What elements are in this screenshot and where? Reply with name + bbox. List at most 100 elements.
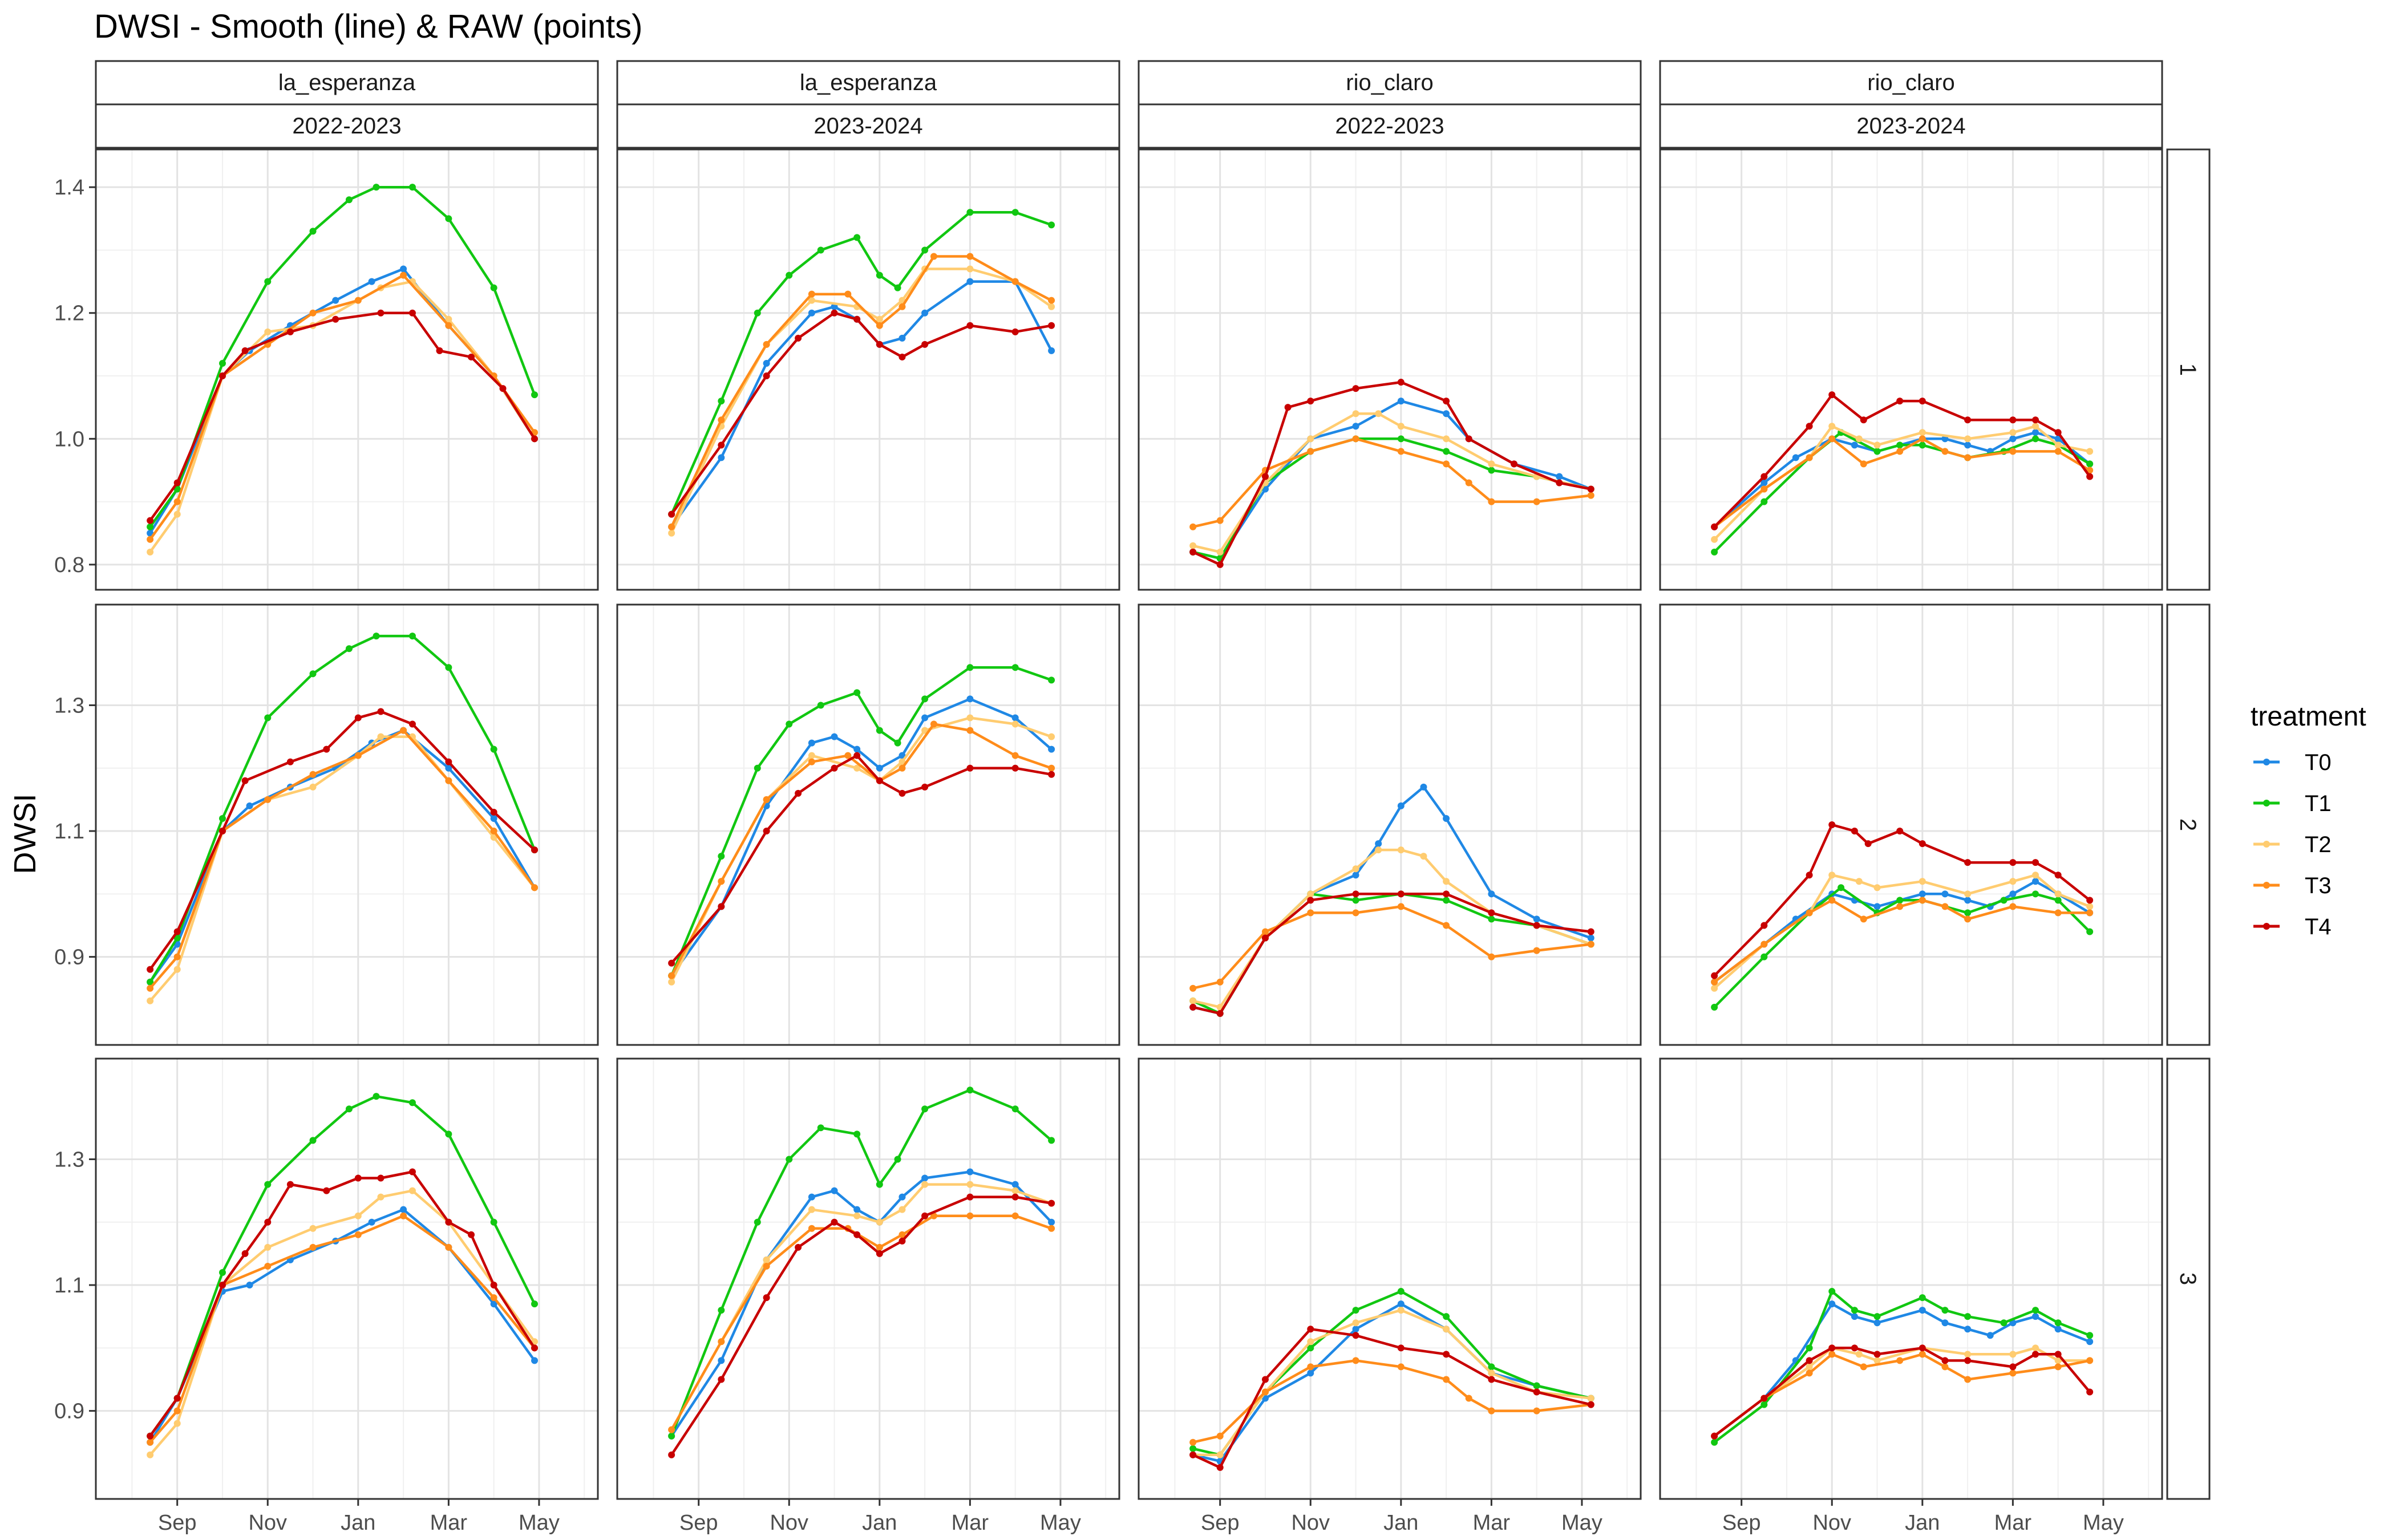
- x-tick-label: Sep: [158, 1511, 197, 1535]
- data-point: [921, 714, 929, 722]
- facet-panel: [616, 148, 1120, 591]
- data-point: [1760, 1395, 1768, 1402]
- data-point: [808, 297, 815, 304]
- series-line: [148, 729, 536, 990]
- x-tick-label: Mar: [952, 1511, 989, 1535]
- data-point: [1828, 423, 1836, 430]
- data-point: [1189, 548, 1197, 556]
- data-point: [1941, 1307, 1949, 1314]
- data-point: [1307, 398, 1314, 405]
- data-point: [898, 789, 906, 797]
- data-point: [1864, 840, 1872, 848]
- data-point: [894, 1156, 901, 1163]
- data-point: [853, 1231, 861, 1238]
- data-point: [1792, 454, 1799, 461]
- data-point: [2086, 903, 2094, 910]
- data-point: [853, 689, 861, 696]
- data-point: [1352, 1357, 1359, 1364]
- data-point: [147, 517, 154, 524]
- data-point: [2032, 1313, 2039, 1320]
- series-line: [670, 754, 1053, 964]
- legend-label: T2: [2305, 832, 2332, 857]
- data-point: [1011, 664, 1019, 671]
- panel-background: [96, 605, 598, 1045]
- facet-strip-row: [2166, 148, 2211, 591]
- data-point: [408, 309, 416, 317]
- data-point: [1352, 909, 1359, 917]
- data-point: [173, 966, 181, 973]
- data-point: [1711, 1432, 1718, 1440]
- data-point: [718, 454, 725, 461]
- data-point: [377, 733, 385, 740]
- data-point: [436, 347, 443, 354]
- data-point: [898, 1237, 906, 1245]
- data-point: [1488, 467, 1495, 474]
- data-point: [1941, 448, 1949, 455]
- data-point: [1397, 846, 1405, 854]
- data-point: [1896, 897, 1904, 904]
- facet-panel: 0.9 1.1 1.3: [54, 603, 599, 1046]
- data-point: [763, 341, 770, 348]
- data-point: [1307, 1363, 1314, 1371]
- series-T1: [1711, 1288, 2094, 1446]
- series-T1: [668, 1087, 1055, 1440]
- data-point: [1189, 1451, 1197, 1458]
- data-point: [1896, 828, 1904, 835]
- data-point: [1587, 485, 1594, 493]
- legend-item-T0: T0: [2253, 750, 2332, 775]
- data-point: [1587, 1395, 1594, 1402]
- data-point: [966, 664, 974, 671]
- data-point: [921, 341, 929, 348]
- x-tick-label: May: [1561, 1511, 1602, 1535]
- series-line: [148, 710, 536, 971]
- data-point: [921, 1105, 929, 1113]
- data-point: [2054, 897, 2062, 904]
- data-point: [921, 309, 929, 317]
- facet-panel: [1138, 603, 1642, 1046]
- panel-background: [617, 605, 1119, 1045]
- data-point: [1964, 441, 1972, 449]
- data-point: [831, 764, 838, 772]
- data-point: [876, 1243, 883, 1251]
- legend-item-T4: T4: [2253, 914, 2332, 939]
- data-point: [1352, 865, 1359, 873]
- y-tick-label: 1.1: [54, 820, 84, 844]
- series-line: [1713, 1347, 2091, 1437]
- series-line: [670, 1195, 1053, 1457]
- data-point: [1352, 890, 1359, 898]
- x-tick-label: Nov: [248, 1511, 287, 1535]
- data-point: [1711, 1438, 1718, 1446]
- data-point: [876, 1250, 883, 1257]
- data-point: [400, 265, 407, 273]
- data-point: [354, 1212, 362, 1219]
- data-point: [966, 1168, 974, 1176]
- data-point: [147, 1432, 154, 1440]
- data-point: [1011, 328, 1019, 335]
- data-point: [490, 284, 497, 291]
- data-point: [1851, 1344, 1858, 1352]
- x-tick-label: Jan: [1905, 1511, 1940, 1535]
- data-point: [668, 523, 675, 530]
- data-point: [668, 959, 675, 967]
- facet-strip-row: [2166, 1057, 2211, 1500]
- facet-strip-site-label: la_esperanza: [278, 70, 416, 95]
- data-point: [499, 385, 507, 392]
- data-point: [718, 441, 725, 449]
- data-point: [1711, 536, 1718, 543]
- facet-strip-row-label: 2: [2175, 818, 2200, 831]
- data-point: [1896, 1357, 1904, 1364]
- data-point: [490, 1300, 497, 1308]
- data-point: [1986, 1332, 1994, 1339]
- data-point: [1011, 209, 1019, 216]
- data-point: [309, 228, 317, 235]
- data-point: [1873, 441, 1881, 449]
- data-point: [1397, 903, 1405, 910]
- series-line: [1713, 431, 2091, 528]
- data-point: [531, 391, 539, 399]
- data-point: [1011, 1212, 1019, 1219]
- facet-panels: la_esperanza 2022-2023 la_esperanza 2023-20…: [54, 60, 2211, 1535]
- data-point: [1806, 1357, 1813, 1364]
- data-point: [1397, 1307, 1405, 1314]
- data-point: [1488, 1376, 1495, 1383]
